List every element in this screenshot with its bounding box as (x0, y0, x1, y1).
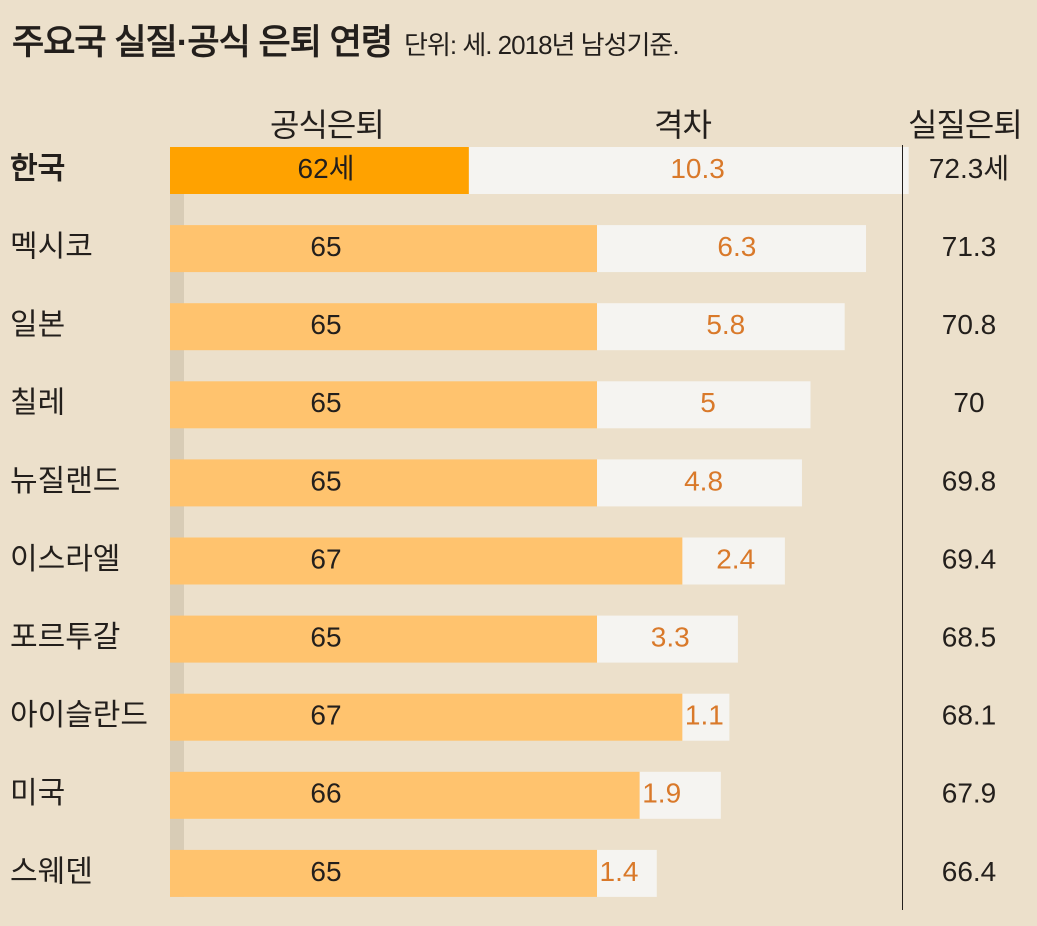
official-bar (170, 615, 597, 663)
gap-bar (597, 849, 657, 897)
official-value-label: 65 (310, 231, 341, 262)
gap-value-label: 2.4 (716, 543, 755, 574)
official-bar (170, 849, 597, 897)
official-value-label: 66 (310, 778, 341, 809)
official-value-label: 65 (310, 309, 341, 340)
country-label: 뉴질랜드 (10, 465, 120, 498)
gap-bar (597, 225, 867, 273)
actual-value-label: 68.1 (942, 700, 997, 731)
actual-value-label: 69.4 (942, 543, 997, 574)
gap-bar (597, 615, 738, 663)
country-label: 포르투갈 (10, 621, 120, 654)
gap-value-label: 10.3 (670, 153, 725, 184)
official-value-label: 65 (310, 621, 341, 652)
gap-bar (597, 303, 845, 351)
gap-value-label: 5 (700, 387, 716, 418)
actual-value-label: 67.9 (942, 778, 997, 809)
gap-bar (468, 147, 909, 194)
chart-title: 주요국 실질·공식 은퇴 연령 (12, 23, 393, 62)
gap-value-label: 5.8 (706, 309, 745, 340)
gap-bar (597, 459, 802, 507)
gap-value-label: 1.4 (600, 856, 639, 887)
official-bar (170, 303, 597, 351)
official-bar (170, 459, 597, 507)
country-label: 미국 (10, 777, 65, 810)
actual-value-label: 72.3세 (929, 153, 1009, 184)
official-value-label: 62세 (298, 153, 355, 184)
country-label: 스웨덴 (10, 855, 93, 888)
official-bar (170, 381, 597, 429)
official-value-label: 65 (310, 465, 341, 496)
official-bar (170, 771, 640, 819)
official-value-label: 67 (310, 543, 341, 574)
gap-value-label: 6.3 (717, 231, 756, 262)
header-actual: 실질은퇴 (908, 107, 1023, 143)
official-bar (170, 537, 683, 585)
gap-value-label: 4.8 (684, 465, 723, 496)
country-label: 한국 (10, 152, 65, 185)
country-label: 이스라엘 (10, 543, 120, 576)
country-label: 멕시코 (10, 231, 93, 264)
official-value-label: 65 (310, 856, 341, 887)
official-bar (170, 147, 469, 194)
official-value-label: 65 (310, 387, 341, 418)
gap-value-label: 1.9 (642, 778, 681, 809)
chart-subtitle: 단위: 세. 2018년 남성기준. (404, 30, 680, 60)
gap-value-label: 1.1 (685, 700, 724, 731)
actual-value-label: 66.4 (942, 856, 997, 887)
country-label: 일본 (10, 309, 65, 342)
gap-bar (639, 771, 721, 819)
official-value-label: 67 (310, 700, 341, 731)
header-official: 공식은퇴 (270, 107, 385, 143)
actual-value-label: 68.5 (942, 621, 997, 652)
official-bar (170, 693, 683, 741)
actual-value-label: 71.3 (942, 231, 997, 262)
title-row: 주요국 실질·공식 은퇴 연령 단위: 세. 2018년 남성기준. (12, 14, 680, 65)
country-label: 아이슬란드 (10, 699, 148, 732)
actual-value-label: 69.8 (942, 465, 997, 496)
header-gap: 격차 (654, 107, 712, 143)
official-bar (170, 225, 597, 273)
actual-value-label: 70 (953, 387, 984, 418)
country-label: 칠레 (10, 387, 65, 420)
actual-column-divider (902, 145, 903, 910)
gap-value-label: 3.3 (651, 621, 690, 652)
gap-bar (682, 537, 785, 585)
gap-bar (682, 693, 730, 741)
gap-bar (597, 381, 811, 429)
actual-value-label: 70.8 (942, 309, 997, 340)
